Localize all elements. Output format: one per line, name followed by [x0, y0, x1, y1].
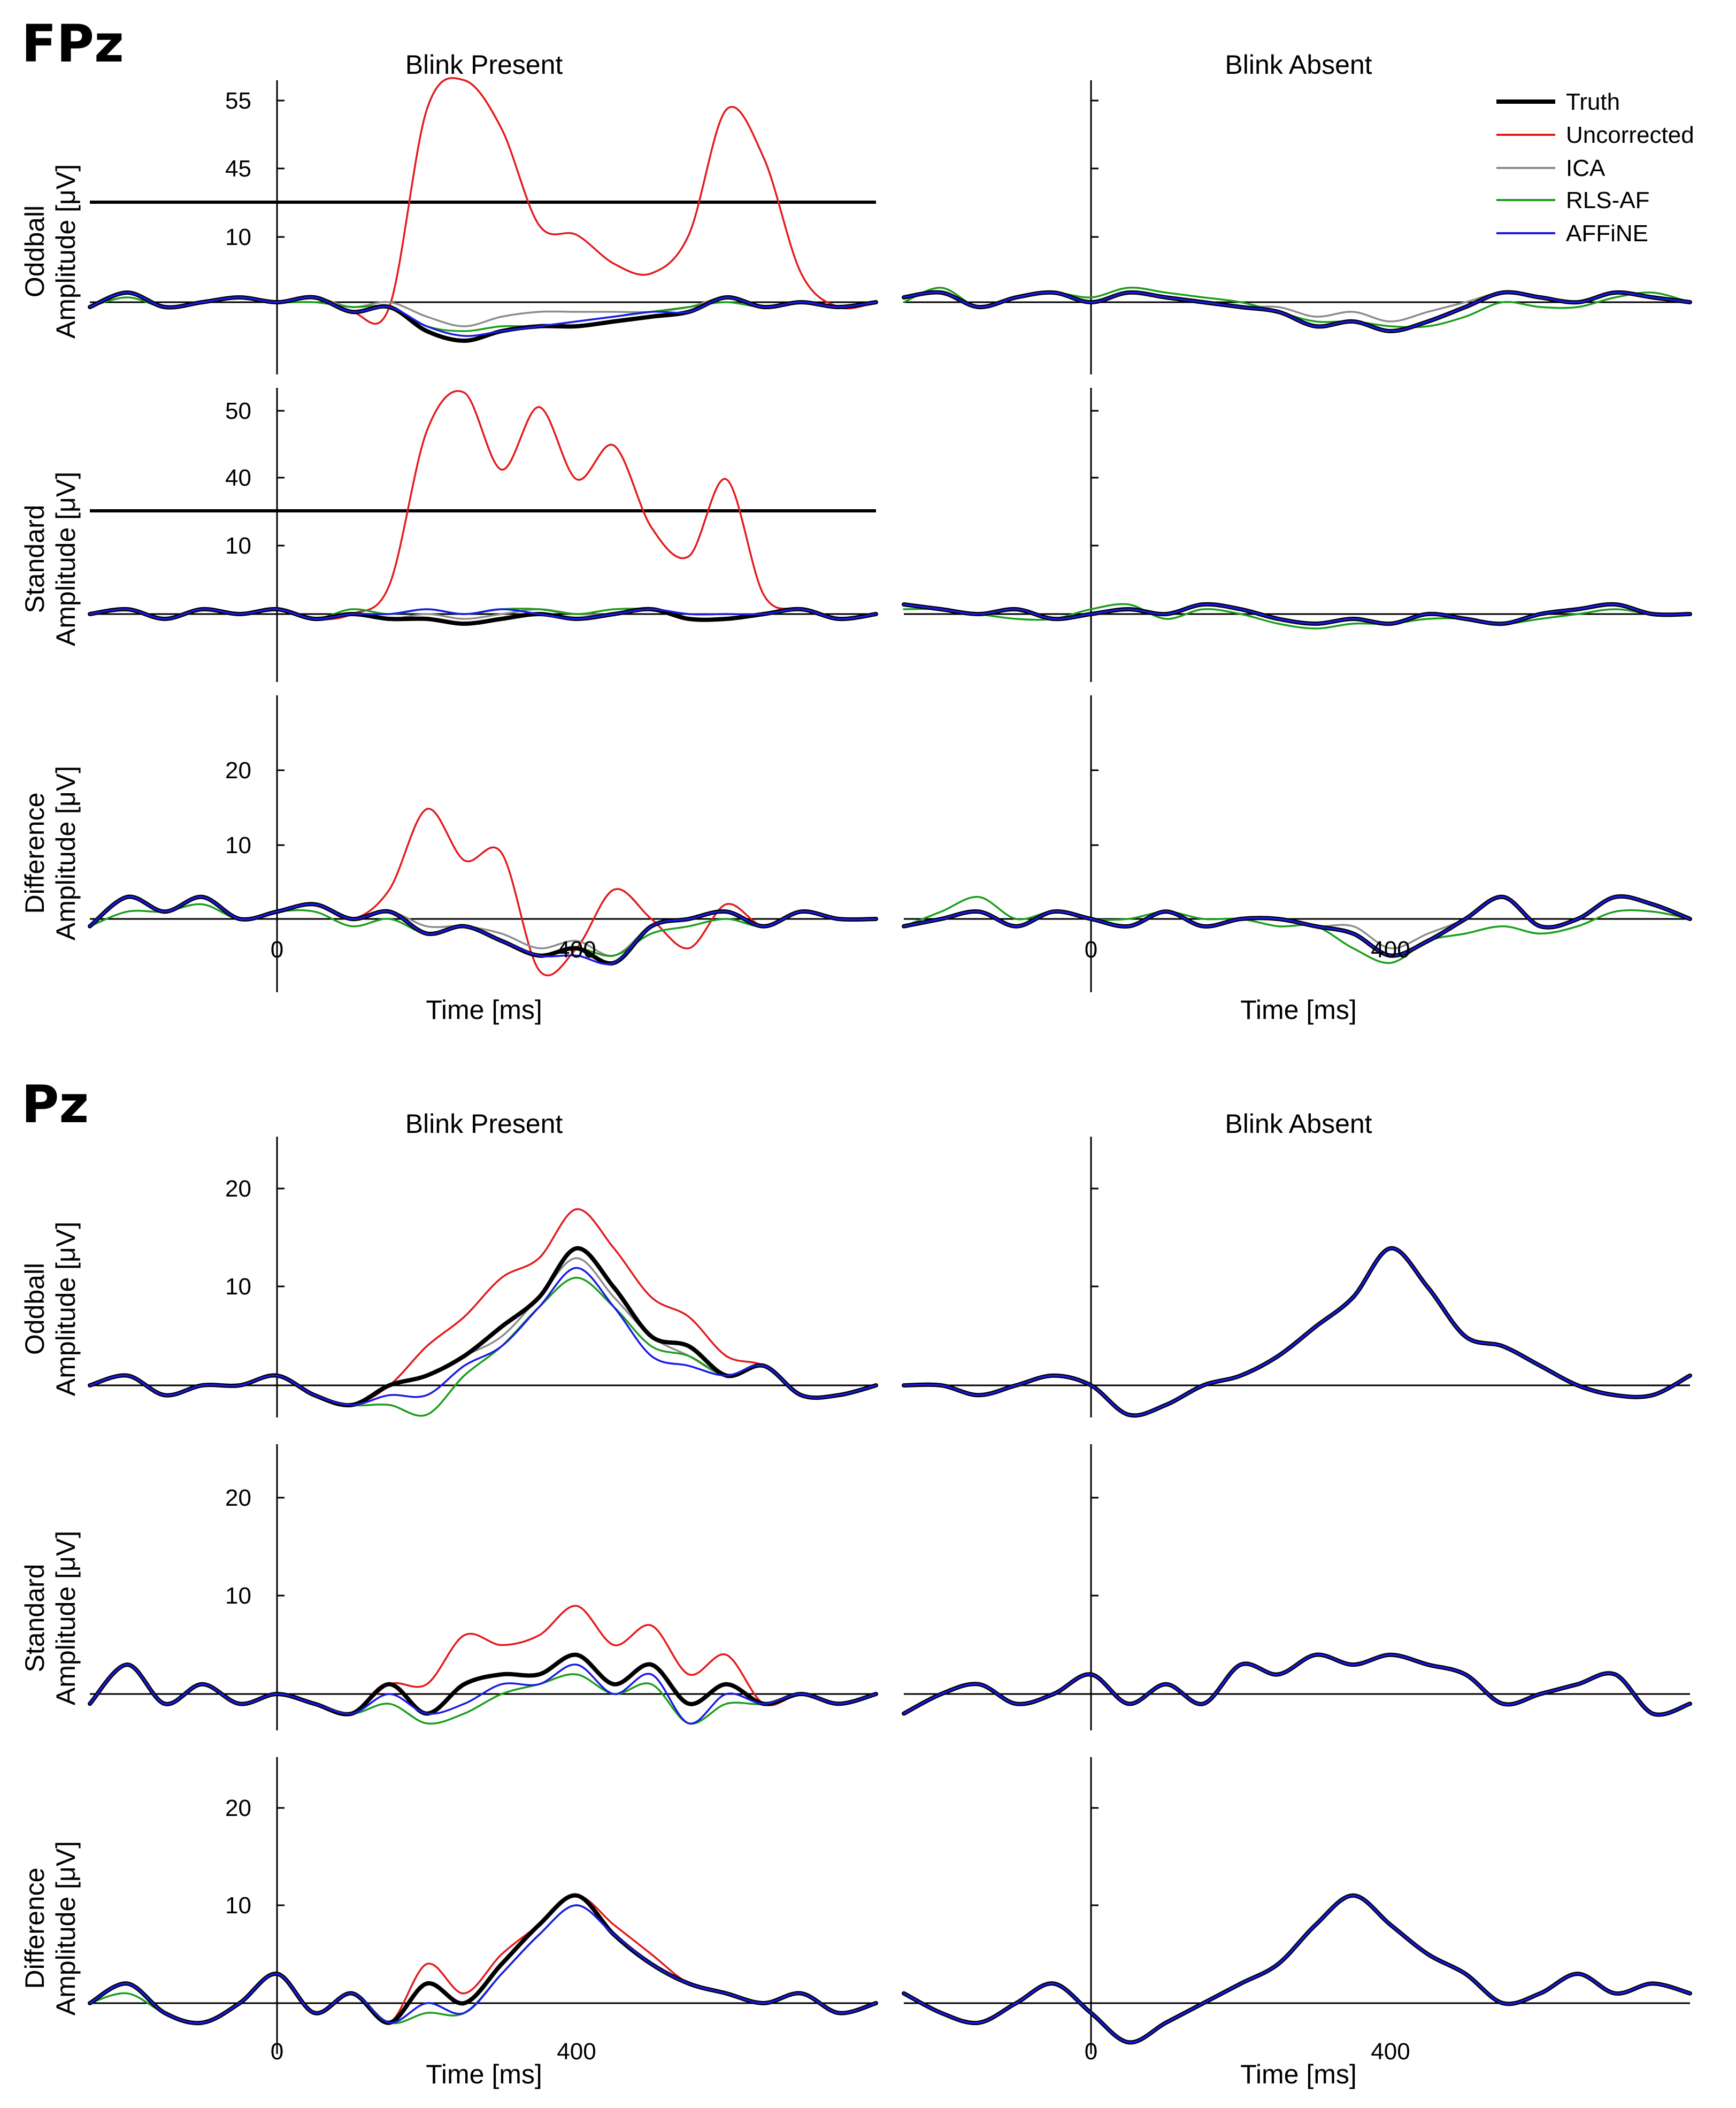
- panel-pz-absent-oddball: [902, 1137, 1692, 1418]
- fpz-xlabel-present: Time [ms]: [426, 995, 542, 1025]
- legend-label-rls-af: RLS-AF: [1566, 187, 1649, 213]
- x-tick-label-fpz-absent-1: 400: [1371, 937, 1410, 963]
- trace-truth-pz-absent-oddball: [902, 1246, 1692, 1418]
- fpz-ylabel-standard: Amplitude [μV]: [51, 472, 81, 646]
- x-tick-label-pz-absent-1: 400: [1371, 2038, 1410, 2065]
- legend-label-truth: Truth: [1566, 89, 1620, 115]
- y-tick-label-fpz-difference-1: 10: [225, 832, 251, 858]
- trace-affine-fpz-absent-standard: [903, 603, 1691, 625]
- trace-affine-fpz-absent-oddball: [903, 291, 1691, 332]
- pz-col-title-present: Blink Present: [405, 1109, 563, 1139]
- pz-row-title-standard: Standard: [20, 1564, 50, 1673]
- panel-pz-absent-standard: [902, 1444, 1692, 1730]
- pz-xlabel-absent: Time [ms]: [1240, 2059, 1357, 2089]
- pz-ylabel-difference: Amplitude [μV]: [51, 1841, 81, 2015]
- fpz-ylabel-oddball: Amplitude [μV]: [51, 164, 81, 339]
- trace-affine-pz-present-standard: [89, 1664, 877, 1724]
- trace-uncorrected-pz-present-standard: [89, 1605, 877, 1715]
- panel-fpz-absent-oddball: [902, 80, 1692, 374]
- trace-ica-fpz-present-oddball: [89, 292, 877, 327]
- trace-affine-pz-absent-difference: [903, 1894, 1691, 2044]
- section-label-pz: Pz: [21, 1075, 89, 1135]
- x-tick-label-fpz-present-0: 0: [271, 937, 283, 963]
- fpz-ylabel-difference: Amplitude [μV]: [51, 766, 81, 940]
- trace-uncorrected-pz-absent-difference: [903, 1894, 1691, 2044]
- legend-label-affine: AFFiNE: [1566, 220, 1648, 247]
- legend-label-ica: ICA: [1566, 155, 1606, 181]
- x-tick-label-pz-present-1: 400: [557, 2038, 596, 2065]
- section-label-fpz: FPz: [21, 14, 124, 74]
- x-tick-label-fpz-present-1: 400: [557, 937, 596, 963]
- y-tick-label-fpz-oddball-2: 10: [225, 224, 251, 250]
- panel-fpz-absent-standard: [902, 388, 1692, 682]
- pz-row-title-difference: Difference: [20, 1868, 50, 1989]
- y-tick-label-pz-standard-0: 20: [225, 1485, 251, 1511]
- x-tick-label-pz-absent-0: 0: [1085, 2038, 1097, 2065]
- fpz-row-title-standard: Standard: [20, 505, 50, 614]
- fpz-row-title-difference: Difference: [20, 793, 50, 914]
- trace-truth-pz-present-oddball: [88, 1246, 878, 1408]
- trace-affine-pz-present-oddball: [89, 1267, 877, 1406]
- trace-truth-fpz-present-difference: [88, 894, 878, 966]
- trace-rls-af-pz-present-difference: [89, 1904, 877, 2025]
- legend: Truth Uncorrected ICA RLS-AF AFFiNE: [1496, 89, 1694, 247]
- fpz-col-title-absent: Blink Absent: [1225, 50, 1372, 80]
- trace-ica-pz-absent-oddball: [903, 1247, 1691, 1416]
- panel-fpz-absent-difference: 0 400: [902, 695, 1692, 992]
- y-tick-label-fpz-standard-0: 50: [225, 398, 251, 424]
- pz-row-title-oddball: Oddball: [20, 1263, 50, 1355]
- pz-col-title-absent: Blink Absent: [1225, 1109, 1372, 1139]
- trace-ica-pz-absent-difference: [903, 1894, 1691, 2044]
- y-tick-label-fpz-oddball-1: 45: [225, 156, 251, 182]
- fpz-row-title-oddball: Oddball: [20, 205, 50, 297]
- panel-pz-present-difference: 20 10 0 400: [88, 1757, 878, 2065]
- legend-label-uncorrected: Uncorrected: [1566, 122, 1694, 148]
- trace-affine-pz-absent-oddball: [903, 1247, 1691, 1416]
- trace-affine-pz-present-difference: [89, 1904, 877, 2024]
- y-tick-label-fpz-oddball-0: 55: [225, 88, 251, 114]
- fpz-col-title-present: Blink Present: [405, 50, 563, 80]
- trace-uncorrected-pz-present-oddball: [89, 1208, 877, 1406]
- trace-rls-af-fpz-absent-standard: [903, 603, 1691, 630]
- trace-affine-fpz-present-difference: [89, 895, 877, 965]
- x-tick-label-fpz-absent-0: 0: [1085, 937, 1097, 963]
- panel-fpz-present-oddball: 55 45 10: [88, 77, 878, 374]
- trace-affine-fpz-absent-difference: [903, 895, 1691, 957]
- fpz-xlabel-absent: Time [ms]: [1240, 995, 1357, 1025]
- x-tick-label-pz-present-0: 0: [271, 2038, 283, 2065]
- panel-pz-absent-difference: 0 400: [902, 1757, 1692, 2065]
- y-tick-label-pz-oddball-0: 20: [225, 1176, 251, 1202]
- y-tick-label-pz-standard-1: 10: [225, 1583, 251, 1609]
- trace-affine-fpz-present-oddball: [89, 292, 877, 337]
- y-tick-label-pz-difference-0: 20: [225, 1795, 251, 1821]
- trace-uncorrected-fpz-present-difference: [89, 808, 877, 977]
- pz-ylabel-oddball: Amplitude [μV]: [51, 1222, 81, 1396]
- trace-affine-pz-absent-standard: [903, 1653, 1691, 1716]
- trace-rls-af-pz-absent-difference: [903, 1894, 1691, 2044]
- y-tick-label-pz-difference-1: 10: [225, 1892, 251, 1919]
- y-tick-label-fpz-difference-0: 20: [225, 757, 251, 784]
- panel-fpz-present-difference: 20 10 0 400: [88, 695, 878, 992]
- trace-affine-fpz-present-standard: [89, 608, 877, 620]
- panel-fpz-present-standard: 50 40 10: [88, 388, 878, 682]
- y-tick-label-pz-oddball-1: 10: [225, 1274, 251, 1300]
- trace-uncorrected-fpz-present-standard: [89, 390, 877, 620]
- trace-rls-af-fpz-absent-difference: [903, 896, 1691, 964]
- y-tick-label-fpz-standard-1: 40: [225, 465, 251, 491]
- trace-truth-pz-absent-difference: [902, 1893, 1692, 2045]
- trace-rls-af-pz-absent-oddball: [903, 1247, 1691, 1416]
- pz-xlabel-present: Time [ms]: [426, 2059, 542, 2089]
- trace-uncorrected-pz-absent-oddball: [903, 1247, 1691, 1416]
- pz-ylabel-standard: Amplitude [μV]: [51, 1531, 81, 1705]
- y-tick-label-fpz-standard-2: 10: [225, 533, 251, 559]
